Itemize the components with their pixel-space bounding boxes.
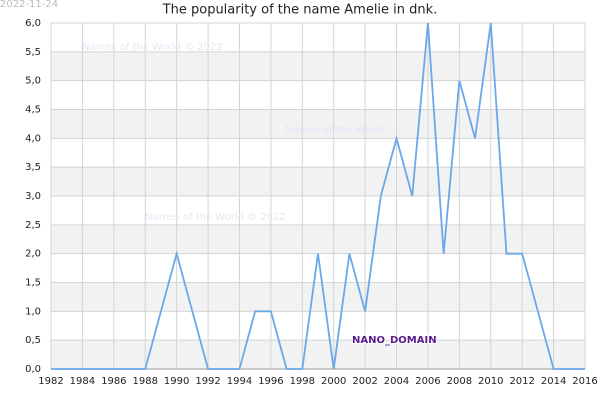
watermark: NANO_DOMAIN <box>352 335 437 346</box>
x-tick-label: 1992 <box>195 376 220 387</box>
x-tick-label: 1986 <box>101 376 126 387</box>
x-tick-label: 2016 <box>572 376 597 387</box>
chart-title: The popularity of the name Amelie in dnk… <box>162 3 438 18</box>
y-tick-label: 5,0 <box>25 76 41 87</box>
grid-band <box>51 282 585 312</box>
x-tick-label: 1994 <box>227 376 252 387</box>
watermark: Names of the World © 2022 <box>82 42 223 53</box>
y-tick-label: 4,5 <box>25 105 41 116</box>
y-tick-label: 1,5 <box>25 278 41 289</box>
x-tick-label: 2010 <box>478 376 503 387</box>
y-tick-label: 1,0 <box>25 306 41 317</box>
date: 2022-11-24 <box>0 0 58 10</box>
y-tick-label: 3,0 <box>25 191 41 202</box>
x-tick-label: 2000 <box>321 376 346 387</box>
x-tick-label: 2014 <box>541 376 566 387</box>
x-tick-label: 2004 <box>384 376 409 387</box>
x-tick-label: 2012 <box>509 376 534 387</box>
x-tick-label: 1996 <box>258 376 283 387</box>
y-tick-label: 4,0 <box>25 133 41 144</box>
y-tick-label: 5,5 <box>25 47 41 58</box>
watermark: Names of the World <box>285 125 384 136</box>
watermark: Names of the World © 2022 <box>145 212 286 223</box>
grid-band <box>51 109 585 139</box>
x-tick-label: 1990 <box>164 376 189 387</box>
x-tick-label: 1982 <box>38 376 63 387</box>
x-tick-label: 1998 <box>290 376 315 387</box>
x-tick-label: 1984 <box>70 376 95 387</box>
x-tick-label: 2002 <box>352 376 377 387</box>
grid-band <box>51 167 585 196</box>
grid-band <box>51 340 585 369</box>
x-tick-label: 2008 <box>447 376 472 387</box>
line <box>51 22 585 370</box>
y-tick-label: 0,5 <box>25 335 41 346</box>
y-tick-label: 2,5 <box>25 220 41 231</box>
y-tick-label: 2,0 <box>25 249 41 260</box>
y-tick-label: 3,5 <box>25 162 41 173</box>
x-tick-label: 1988 <box>133 376 158 387</box>
y-tick-label: 0,0 <box>25 364 41 375</box>
grid-band <box>51 224 585 254</box>
x-tick-label: 2006 <box>415 376 440 387</box>
grid-band <box>51 51 585 81</box>
y-tick-label: 6,0 <box>25 18 41 29</box>
